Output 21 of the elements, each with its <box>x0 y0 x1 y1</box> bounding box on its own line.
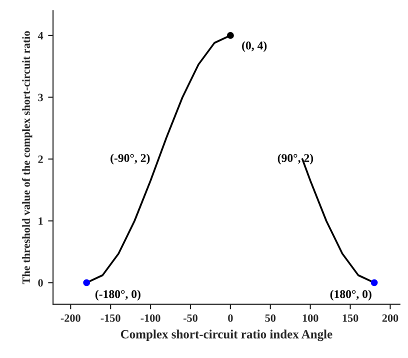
x-tick-label: 0 <box>228 314 233 322</box>
y-tick-label: 3 <box>38 94 43 102</box>
x-tick-label: -50 <box>183 314 198 322</box>
x-tick-label: 50 <box>265 314 276 322</box>
x-tick-label: -150 <box>100 314 120 322</box>
x-tick-label: -200 <box>60 314 80 322</box>
x-tick-label: 150 <box>342 314 358 322</box>
y-tick-label: 4 <box>38 32 44 40</box>
annotation: (0, 4) <box>242 41 267 52</box>
x-tick-label: 200 <box>382 314 398 322</box>
annotation: (90°, 2) <box>278 154 314 164</box>
annotation: (180°, 0) <box>330 290 372 301</box>
annotation: (-90°, 2) <box>110 154 150 164</box>
annotation: (-180°, 0) <box>95 290 140 301</box>
y-axis-title: The threshold value of the complex short-circuit ratio <box>22 31 32 284</box>
y-tick-label: 0 <box>38 279 43 287</box>
x-tick-label: -100 <box>140 314 160 322</box>
y-tick-label: 2 <box>38 156 43 163</box>
x-axis-title: Complex short-circuit ratio index Angle <box>120 330 332 342</box>
y-tick-label: 1 <box>38 217 43 225</box>
x-tick-label: 100 <box>302 314 318 322</box>
